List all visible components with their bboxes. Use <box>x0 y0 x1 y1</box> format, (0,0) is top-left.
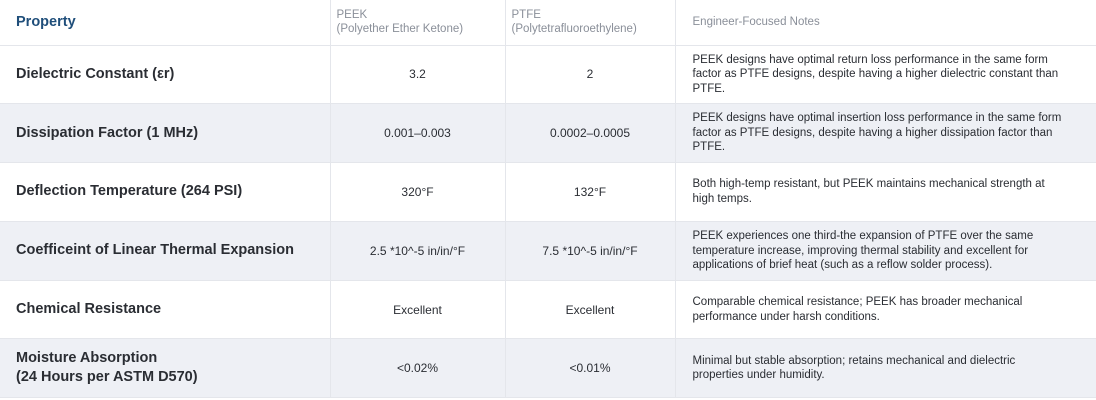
header-peek-subtitle: (Polyether Ether Ketone) <box>336 23 464 36</box>
header-notes: Engineer-Focused Notes <box>674 0 1096 46</box>
notes-cell: PEEK designs have optimal return loss pe… <box>674 45 1096 104</box>
header-ptfe-name: PTFE <box>511 9 541 22</box>
table-row: Moisture Absorption (24 Hours per ASTM D… <box>0 338 1096 398</box>
property-cell: Coefficeint of Linear Thermal Expansion <box>16 242 294 259</box>
property-cell: Moisture Absorption (24 Hours per ASTM D… <box>16 350 198 386</box>
table-row: Coefficeint of Linear Thermal Expansion 2… <box>0 221 1096 281</box>
table-body: Dielectric Constant (εr) 3.2 2 PEEK designs… <box>0 45 1096 398</box>
header-ptfe-subtitle: (Polytetrafluoroethylene) <box>511 23 637 36</box>
peek-cell: 320°F <box>329 162 505 222</box>
peek-cell: Excellent <box>329 280 505 339</box>
table-row: Dissipation Factor (1 MHz) 0.001–0.003 0.0… <box>0 103 1096 163</box>
header-row: Property PEEK (Polyether Ether Ketone) P… <box>0 0 1096 46</box>
peek-cell: 3.2 <box>329 45 505 104</box>
peek-cell: 0.001–0.003 <box>329 103 505 163</box>
notes-cell: Both high-temp resistant, but PEEK maint… <box>674 162 1096 222</box>
notes-cell: Minimal but stable absorption; retains m… <box>674 338 1096 398</box>
property-cell: Chemical Resistance <box>16 301 162 318</box>
header-peek: PEEK (Polyether Ether Ketone) <box>329 0 505 46</box>
peek-cell: <0.02% <box>329 338 505 398</box>
ptfe-cell: <0.01% <box>504 338 675 398</box>
table-row: Dielectric Constant (εr) 3.2 2 PEEK designs… <box>0 45 1096 104</box>
ptfe-cell: Excellent <box>504 280 675 339</box>
property-cell: Deflection Temperature (264 PSI) <box>16 183 243 200</box>
ptfe-cell: 2 <box>504 45 675 104</box>
ptfe-cell: 0.0002–0.0005 <box>504 103 675 163</box>
table-row: Chemical Resistance Excellent Excellent Com… <box>0 280 1096 339</box>
notes-cell: PEEK experiences one third-the expansion… <box>674 221 1096 281</box>
peek-cell: 2.5 *10^-5 in/in/°F <box>329 221 505 281</box>
ptfe-cell: 7.5 *10^-5 in/in/°F <box>504 221 675 281</box>
header-ptfe: PTFE (Polytetrafluoroethylene) <box>504 0 675 46</box>
notes-cell: Comparable chemical resistance; PEEK has… <box>674 280 1096 339</box>
property-cell: Dielectric Constant (εr) <box>16 65 175 82</box>
notes-cell: PEEK designs have optimal insertion loss… <box>674 103 1096 163</box>
header-peek-name: PEEK <box>336 9 368 22</box>
property-cell: Dissipation Factor (1 MHz) <box>16 124 199 141</box>
ptfe-cell: 132°F <box>504 162 675 222</box>
table-row: Deflection Temperature (264 PSI) 320°F 132… <box>0 162 1096 222</box>
header-property: Property <box>0 0 330 46</box>
table-header: Property PEEK (Polyether Ether Ketone) P… <box>0 0 1096 46</box>
